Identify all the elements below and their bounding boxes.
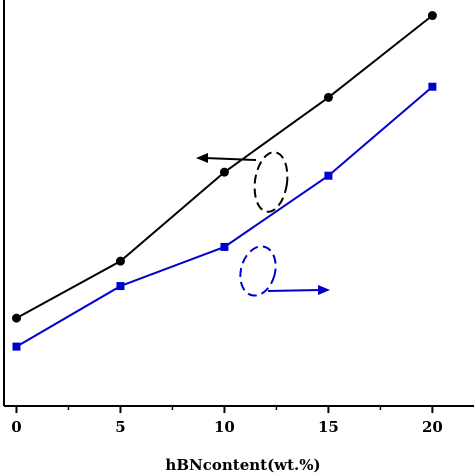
x-tick-label: 20: [422, 418, 443, 436]
series-2-point: [12, 342, 21, 351]
x-axis-title: hBNcontent(wt.%): [165, 456, 320, 474]
x-tick-label: 5: [115, 418, 125, 436]
left-axis-arrow-shaft: [204, 157, 257, 161]
series-1-point: [11, 313, 21, 323]
series-layer: [11, 11, 437, 351]
x-axis-ticks: [15, 406, 434, 413]
left-axis-dashed-ellipse: [253, 151, 289, 213]
series-2-point: [116, 282, 125, 291]
series-1-point: [219, 167, 229, 177]
x-axis-tick-labels: 0 5 10 15 20: [11, 418, 443, 436]
series-2-point: [428, 82, 437, 91]
series-1: [11, 11, 437, 323]
annotation-layer: [196, 151, 330, 297]
series-2: [12, 82, 437, 351]
plot-frame: [3, 0, 474, 407]
x-tick-label: 15: [318, 418, 339, 436]
series-1-point: [323, 92, 333, 102]
x-tick-label: 0: [11, 418, 21, 436]
series-2-point: [324, 171, 333, 180]
left-axis-arrowhead: [196, 153, 208, 163]
series-1-point: [427, 11, 437, 21]
x-tick-label: 10: [214, 418, 235, 436]
right-axis-dashed-ellipse: [239, 245, 277, 297]
series-2-point: [220, 242, 229, 251]
right-axis-arrowhead: [318, 285, 330, 295]
right-axis-arrow-shaft: [267, 289, 321, 292]
series-1-point: [115, 256, 125, 266]
